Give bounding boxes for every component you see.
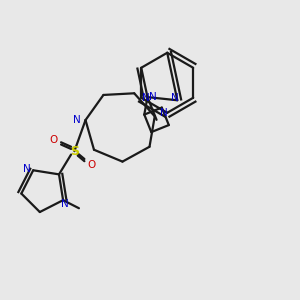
Text: N: N xyxy=(171,93,179,103)
Text: N: N xyxy=(73,115,80,125)
Text: N: N xyxy=(160,108,167,118)
Text: N: N xyxy=(142,93,150,103)
Text: N: N xyxy=(61,199,69,208)
Text: N: N xyxy=(149,92,157,102)
Text: O: O xyxy=(87,160,95,170)
Text: N: N xyxy=(23,164,30,174)
Text: O: O xyxy=(49,135,57,145)
Text: S: S xyxy=(70,145,79,158)
